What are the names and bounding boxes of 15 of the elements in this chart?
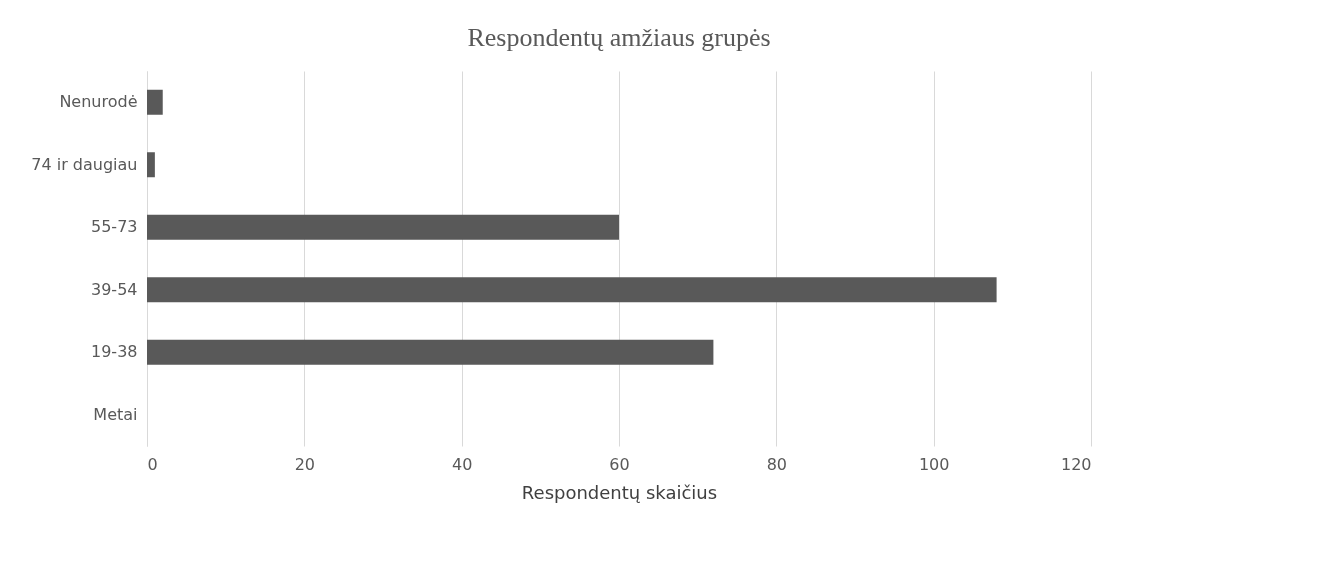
x-tick-label: 120: [1060, 454, 1092, 474]
x-tick-label: 80: [766, 454, 788, 474]
chart-title: Respondentų amžiaus grupės: [467, 23, 771, 52]
x-tick-label: 20: [294, 454, 316, 474]
x-tick-label: 40: [451, 454, 473, 474]
y-tick-label: Metai: [93, 404, 138, 424]
x-tick-label: 0: [147, 454, 158, 474]
y-tick-label: 19-38: [91, 342, 138, 362]
y-tick-label: 74 ir daugiau: [31, 154, 138, 174]
x-tick-label: 100: [918, 454, 950, 474]
x-axis-title: Respondentų skaičius: [521, 481, 718, 503]
x-tick-label: 60: [609, 454, 630, 474]
y-tick-label: Nenurodė: [59, 92, 138, 112]
y-tick-label: 55-73: [91, 217, 138, 237]
y-tick-label: 39-54: [91, 279, 138, 299]
